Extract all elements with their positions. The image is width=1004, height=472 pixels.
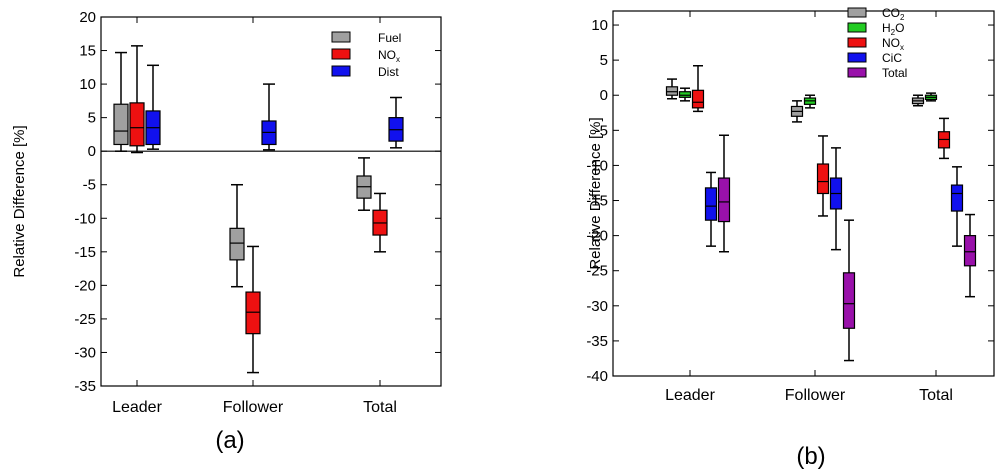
y-tick-label: -5 xyxy=(595,122,608,139)
legend-label: CO2 xyxy=(882,6,905,22)
y-tick-label: -30 xyxy=(586,298,608,315)
y-axis-label: Relative Difference [%] xyxy=(587,117,604,269)
y-tick-label: -25 xyxy=(74,311,96,328)
y-tick-label: 5 xyxy=(600,52,608,69)
plot-frame xyxy=(100,16,442,387)
y-tick-label: 0 xyxy=(88,143,96,160)
x-tick-label: Follower xyxy=(785,387,846,404)
x-tick-label: Leader xyxy=(665,387,715,404)
legend-label: Total xyxy=(882,66,907,80)
box-cic-follower xyxy=(829,147,843,251)
box-nox-follower xyxy=(245,245,261,374)
box-co2-total xyxy=(911,94,925,107)
chart-panel-b: 10 5 0 -5 -10 -15 -20 -25 -30 -35 -40 Leader Followe… xyxy=(586,6,995,404)
panel-caption-b: (b) xyxy=(796,443,825,470)
box-body xyxy=(245,291,261,335)
box-nox-follower xyxy=(816,135,830,217)
legend-label: Fuel xyxy=(378,31,401,45)
legend-swatch xyxy=(847,52,867,63)
panel-caption-a: (a) xyxy=(215,427,244,454)
y-tick-label: -15 xyxy=(74,244,96,261)
y-tick-label: -20 xyxy=(586,228,608,245)
box-fuel-follower xyxy=(229,183,245,288)
x-tick-label: Total xyxy=(363,399,397,416)
box-fuel-leader xyxy=(113,51,129,152)
plot-frame xyxy=(612,10,995,377)
legend-swatch xyxy=(847,7,867,18)
y-tick-label: 10 xyxy=(79,76,96,93)
box-co2-leader xyxy=(665,78,679,100)
legend-swatch xyxy=(847,22,867,33)
y-tick-label: -25 xyxy=(586,263,608,280)
legend-label: NOx xyxy=(882,36,904,52)
y-tick-label: -15 xyxy=(586,193,608,210)
box-body xyxy=(691,89,705,109)
box-cic-total xyxy=(950,166,964,247)
x-tick-label: Follower xyxy=(223,399,284,416)
y-tick-label: -10 xyxy=(586,157,608,174)
y-axis-label: Relative Difference [%] xyxy=(11,125,28,277)
box-h2o-total xyxy=(924,92,938,102)
box-dist-total xyxy=(388,96,404,149)
box-nox-leader xyxy=(691,65,705,113)
box-body xyxy=(816,163,830,195)
legend-swatch xyxy=(331,31,351,43)
box-cic-leader xyxy=(704,171,718,247)
box-nox-total xyxy=(372,192,388,253)
legend-swatch xyxy=(847,37,867,48)
box-dist-follower xyxy=(261,83,277,151)
box-body xyxy=(129,102,145,147)
y-tick-label: -10 xyxy=(74,210,96,227)
y-tick-label: 15 xyxy=(79,43,96,60)
box-body xyxy=(950,184,964,212)
box-nox-leader xyxy=(129,45,145,154)
box-co2-follower xyxy=(790,100,804,123)
legend-swatch xyxy=(331,48,351,60)
box-total-total xyxy=(963,213,977,298)
y-tick-label: 20 xyxy=(79,9,96,26)
box-body xyxy=(665,86,679,96)
box-fuel-total xyxy=(356,157,372,211)
box-total-leader xyxy=(717,134,731,253)
y-tick-label: 0 xyxy=(600,87,608,104)
box-body xyxy=(229,227,245,261)
box-body xyxy=(113,103,129,146)
legend-swatch xyxy=(847,67,867,78)
y-tick-label: -30 xyxy=(74,344,96,361)
box-dist-leader xyxy=(145,64,161,150)
legend-label: CiC xyxy=(882,51,902,65)
y-tick-label: -40 xyxy=(586,368,608,385)
y-tick-label: 10 xyxy=(591,17,608,34)
box-h2o-follower xyxy=(803,94,817,109)
box-nox-total xyxy=(937,117,951,160)
chart-panel-a: 20 15 10 5 0 -5 -10 -15 -20 -25 -30 -35 Leader Follow… xyxy=(11,9,442,416)
y-tick-label: -20 xyxy=(74,277,96,294)
y-tick-label: 5 xyxy=(88,110,96,127)
x-tick-label: Leader xyxy=(112,399,162,416)
x-tick-label: Total xyxy=(919,387,953,404)
box-total-follower xyxy=(842,219,856,362)
box-h2o-leader xyxy=(678,87,692,102)
y-tick-label: -35 xyxy=(586,333,608,350)
legend-label: Dist xyxy=(378,65,399,79)
box-body xyxy=(717,177,731,223)
legend-label: H2O xyxy=(882,21,904,37)
box-body xyxy=(704,187,718,221)
legend-swatch xyxy=(331,65,351,77)
box-body xyxy=(963,235,977,267)
legend-label: NOx xyxy=(378,48,400,64)
y-tick-label: -35 xyxy=(74,378,96,395)
box-body xyxy=(678,91,692,98)
y-tick-label: -5 xyxy=(83,177,96,194)
box-body xyxy=(842,272,856,329)
